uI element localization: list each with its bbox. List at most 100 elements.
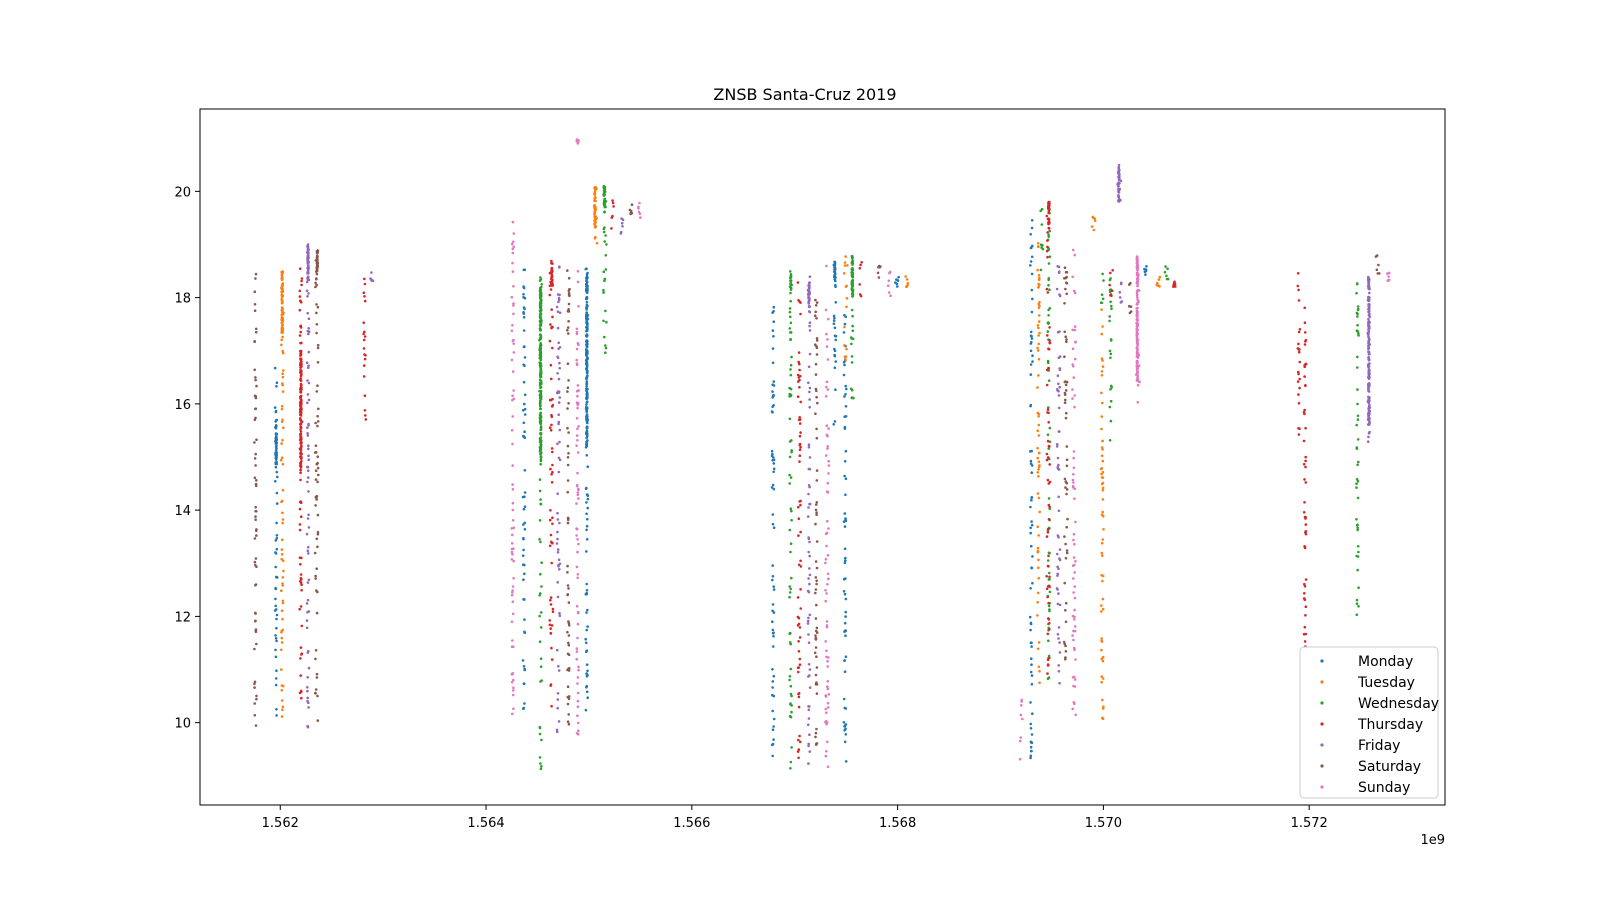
data-point [585,550,588,553]
data-point [790,509,793,513]
data-point [826,447,829,450]
data-point [834,338,837,342]
data-point [1101,659,1105,663]
data-point [512,232,516,235]
data-point [539,342,542,345]
data-point [1303,640,1307,643]
data-point [522,421,526,425]
legend-label-saturday: Saturday [1358,759,1421,775]
data-point [281,488,285,492]
data-point [575,330,579,334]
data-point [315,283,319,287]
data-point [307,490,310,493]
data-point [1048,577,1051,581]
data-point [790,710,793,714]
data-point [603,335,606,339]
data-point [1357,332,1360,335]
data-point [1029,622,1033,626]
data-point [281,708,284,711]
data-point [307,264,310,267]
data-point [522,548,525,552]
data-point [523,563,526,567]
data-point [1065,525,1068,529]
data-point [306,254,310,258]
data-point [1064,644,1067,648]
data-point [789,363,793,367]
data-point [557,390,561,394]
data-point [850,388,854,392]
data-point [1303,412,1306,416]
data-point [316,343,320,347]
data-point [585,387,588,391]
data-point [577,732,580,736]
data-point [1074,520,1077,524]
data-point [274,655,278,659]
data-point [1072,289,1076,293]
data-point [539,306,542,310]
data-point [844,559,847,562]
data-point [1101,470,1105,474]
data-point [1047,366,1051,370]
y-tick-label: 18 [174,292,191,307]
data-point [550,415,554,419]
data-point [523,307,526,311]
data-point [844,415,848,418]
data-point [510,329,514,333]
data-point [254,724,258,727]
data-point [307,275,310,279]
data-point [557,401,561,404]
data-point [1355,447,1359,450]
data-point [281,599,285,603]
data-point [300,445,303,449]
data-point [808,386,812,390]
data-point [362,332,365,336]
data-point [522,312,526,315]
data-point [306,426,309,430]
data-point [797,650,801,653]
data-point [798,460,801,463]
data-point [603,203,607,206]
data-point [585,382,589,385]
data-point [1135,311,1139,314]
legend-marker-saturday [1320,764,1324,768]
data-point [889,294,892,298]
data-point [539,462,542,466]
data-point [299,330,303,334]
data-point [585,316,588,320]
data-point [567,402,570,405]
data-point [281,684,285,688]
data-point [1101,486,1105,490]
data-point [1110,339,1113,342]
data-point [557,422,560,426]
data-point [1135,289,1139,293]
data-point [523,572,526,576]
data-point [1036,349,1040,352]
data-point [808,668,812,671]
data-point [1029,264,1032,267]
data-point [843,325,846,329]
data-point [833,420,837,423]
data-point [281,705,285,709]
data-point [850,361,854,364]
data-point [1100,551,1104,555]
data-point [307,513,310,517]
data-point [886,284,890,288]
data-point [1100,308,1103,311]
data-point [825,424,829,428]
data-point [585,432,588,435]
data-point [538,478,542,481]
data-point [538,640,542,643]
data-point [254,612,257,615]
data-point [306,432,309,435]
data-point [306,469,310,473]
data-point [1109,399,1113,403]
data-point [1297,372,1300,376]
data-point [1366,440,1370,444]
data-point [1165,274,1168,278]
data-point [844,655,848,658]
data-point [1367,336,1370,339]
data-point [538,756,542,759]
data-point [1046,245,1049,249]
data-point [1129,310,1133,313]
data-point [1047,554,1050,558]
